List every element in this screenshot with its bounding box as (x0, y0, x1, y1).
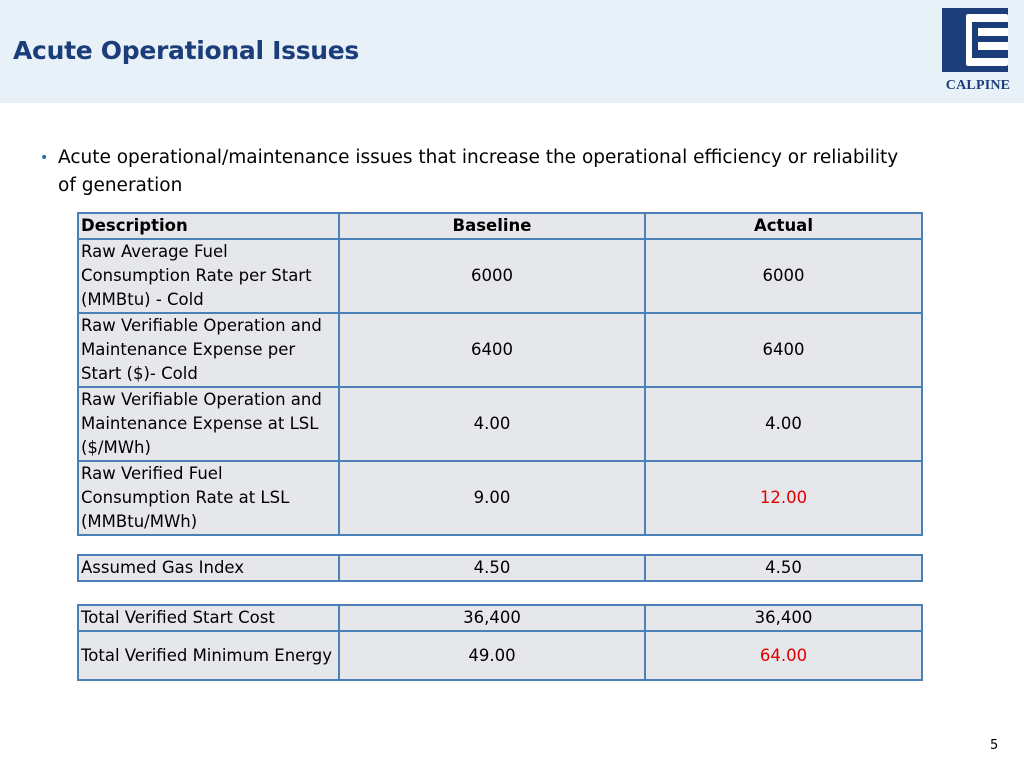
row-description: Raw Verifiable Operation and Maintenance… (77, 312, 340, 388)
totals-table: Total Verified Start Cost 36,400 36,400 … (77, 604, 923, 681)
table-row: Total Verified Start Cost 36,400 36,400 (77, 604, 923, 632)
table-row: Raw Verified Fuel Consumption Rate at LS… (77, 460, 923, 536)
table-row: Total Verified Minimum Energy 49.00 64.0… (77, 630, 923, 681)
calpine-logo-icon (942, 8, 1008, 72)
row-description: Total Verified Minimum Energy (77, 630, 340, 681)
row-actual: 6000 (644, 238, 923, 314)
row-description: Raw Average Fuel Consumption Rate per St… (77, 238, 340, 314)
row-actual-highlight: 12.00 (644, 460, 923, 536)
table-row: Assumed Gas Index 4.50 4.50 (77, 554, 923, 582)
row-actual: 6400 (644, 312, 923, 388)
row-baseline: 6400 (338, 312, 646, 388)
table-row: Raw Verifiable Operation and Maintenance… (77, 386, 923, 462)
table-row: Raw Average Fuel Consumption Rate per St… (77, 238, 923, 314)
table-row: Raw Verifiable Operation and Maintenance… (77, 312, 923, 388)
row-baseline: 49.00 (338, 630, 646, 681)
slide-title: Acute Operational Issues (13, 36, 360, 65)
row-description: Total Verified Start Cost (77, 604, 340, 632)
gas-index-table: Assumed Gas Index 4.50 4.50 (77, 554, 923, 582)
row-baseline: 36,400 (338, 604, 646, 632)
row-actual: 4.00 (644, 386, 923, 462)
header-description: Description (77, 212, 340, 240)
slide-header: Acute Operational Issues CALPINE (0, 0, 1024, 103)
row-actual: 4.50 (644, 554, 923, 582)
logo-wordmark: CALPINE (945, 78, 1011, 93)
header-actual: Actual (644, 212, 923, 240)
metrics-table: Description Baseline Actual Raw Average … (77, 212, 923, 536)
table-header-row: Description Baseline Actual (77, 212, 923, 240)
row-actual: 36,400 (644, 604, 923, 632)
row-actual-highlight: 64.00 (644, 630, 923, 681)
row-baseline: 6000 (338, 238, 646, 314)
bullet-dot-icon: • (40, 150, 49, 166)
page-number: 5 (990, 738, 999, 753)
row-baseline: 4.50 (338, 554, 646, 582)
row-description: Raw Verifiable Operation and Maintenance… (77, 386, 340, 462)
row-description: Assumed Gas Index (77, 554, 340, 582)
row-baseline: 9.00 (338, 460, 646, 536)
row-baseline: 4.00 (338, 386, 646, 462)
bullet-text: Acute operational/maintenance issues tha… (58, 147, 899, 196)
row-description: Raw Verified Fuel Consumption Rate at LS… (77, 460, 340, 536)
header-baseline: Baseline (338, 212, 646, 240)
